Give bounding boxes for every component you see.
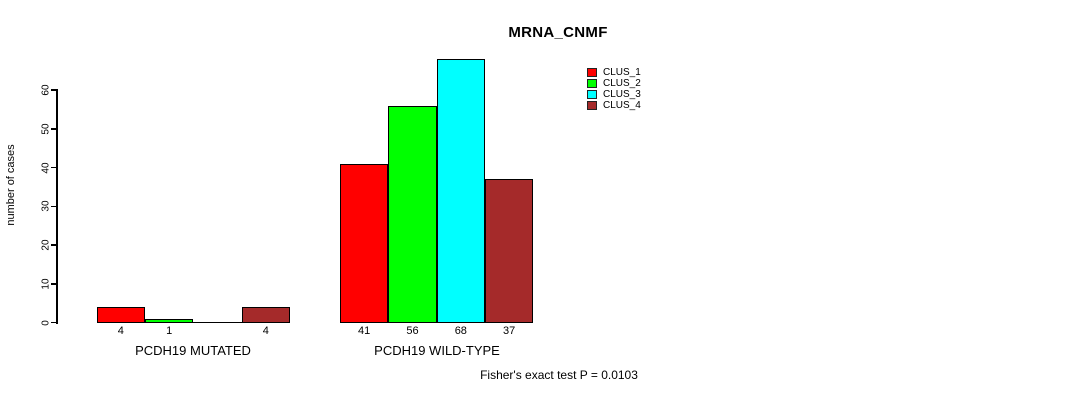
bar-clus_2-mutated xyxy=(145,318,194,323)
legend-swatch-clus_2 xyxy=(587,79,597,88)
legend-label: CLUS_2 xyxy=(603,78,641,89)
y-tick xyxy=(51,283,57,285)
legend-label: CLUS_4 xyxy=(603,100,641,111)
bar-clus_4-wild-type xyxy=(484,179,534,323)
bar-value-label: 1 xyxy=(166,325,173,337)
bar-clus_3-wild-type xyxy=(436,59,485,323)
y-tick-label: 0 xyxy=(40,319,51,326)
x-baseline-wild-type xyxy=(340,321,534,324)
bar-clus_1-mutated xyxy=(96,307,146,323)
y-tick-label: 50 xyxy=(40,123,51,135)
y-tick-label: 10 xyxy=(40,278,51,290)
legend-label: CLUS_3 xyxy=(603,89,641,100)
y-tick-label: 40 xyxy=(40,161,51,174)
legend-label: CLUS_1 xyxy=(603,67,641,78)
legend-item: CLUS_1 xyxy=(587,67,641,78)
bar-clus_1-wild-type xyxy=(340,163,389,323)
y-tick xyxy=(51,205,57,207)
bar-value-label: 4 xyxy=(262,325,269,337)
legend-swatch-clus_1 xyxy=(587,68,597,77)
x-category-label-mutated: PCDH19 MUTATED xyxy=(135,343,251,358)
x-category-label-wild-type: PCDH19 WILD-TYPE xyxy=(374,343,500,358)
y-axis-label: number of cases xyxy=(5,144,17,226)
bar-clus_2-wild-type xyxy=(388,105,437,323)
legend-swatch-clus_3 xyxy=(587,90,597,99)
fisher-test-annotation: Fisher's exact test P = 0.0103 xyxy=(480,368,638,382)
y-tick-label: 20 xyxy=(40,239,51,251)
y-tick xyxy=(51,321,57,324)
y-tick xyxy=(51,244,57,246)
bar-value-label: 68 xyxy=(454,325,467,337)
legend-item: CLUS_4 xyxy=(587,100,641,111)
legend-item: CLUS_3 xyxy=(587,89,641,100)
bar-value-label: 4 xyxy=(117,325,124,337)
y-tick xyxy=(51,166,57,169)
bar-value-label: 37 xyxy=(503,325,516,337)
y-tick-label: 30 xyxy=(40,200,51,212)
y-axis-line xyxy=(56,89,58,324)
bar-value-label: 41 xyxy=(358,325,371,337)
bar-clus_4-mutated xyxy=(241,307,291,323)
y-tick xyxy=(51,89,57,91)
legend-item: CLUS_2 xyxy=(587,78,641,89)
y-tick xyxy=(51,128,57,130)
chart-title: MRNA_CNMF xyxy=(508,24,608,41)
bar-value-label: 56 xyxy=(406,325,419,337)
x-baseline-mutated xyxy=(96,321,290,324)
legend-swatch-clus_4 xyxy=(587,101,597,110)
y-tick-label: 60 xyxy=(40,84,51,96)
